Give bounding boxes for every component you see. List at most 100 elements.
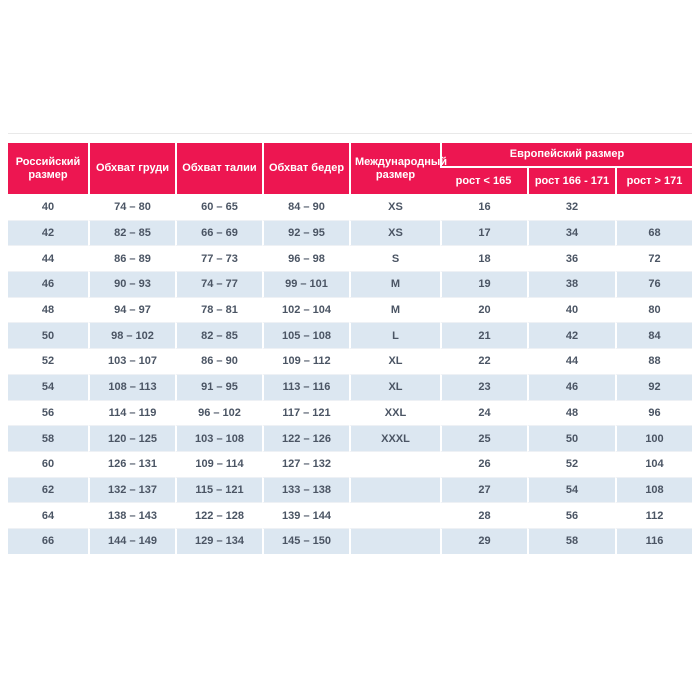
cell-chest: 108 – 113 <box>88 373 175 400</box>
cell-russian-size: 58 <box>8 425 88 451</box>
header-hips: Обхват бедер <box>262 143 349 194</box>
cell-russian-size: 54 <box>8 373 88 400</box>
size-table: Российский размер Обхват груди Обхват та… <box>8 143 692 554</box>
cell-height-gt-171: 100 <box>615 425 692 451</box>
cell-international-size: XXL <box>349 399 440 426</box>
cell-chest: 138 – 143 <box>88 502 175 528</box>
cell-height-166-171: 40 <box>527 296 615 323</box>
header-european-size: Европейский размер <box>440 143 692 168</box>
table-row: 62 132 – 137 115 – 121 133 – 138 27 54 1… <box>8 476 692 503</box>
cell-height-166-171: 56 <box>527 502 615 528</box>
table-row: 42 82 – 85 66 – 69 92 – 95 XS 17 34 68 <box>8 219 692 246</box>
cell-hips: 139 – 144 <box>262 502 349 528</box>
cell-waist: 91 – 95 <box>175 373 262 400</box>
table-row: 64 138 – 143 122 – 128 139 – 144 28 56 1… <box>8 502 692 528</box>
cell-height-gt-171: 68 <box>615 219 692 246</box>
cell-waist: 115 – 121 <box>175 476 262 503</box>
cell-height-gt-171 <box>615 194 692 220</box>
cell-waist: 103 – 108 <box>175 425 262 451</box>
cell-height-166-171: 38 <box>527 271 615 297</box>
table-row: 54 108 – 113 91 – 95 113 – 116 XL 23 46 … <box>8 373 692 400</box>
cell-waist: 96 – 102 <box>175 399 262 426</box>
cell-russian-size: 66 <box>8 527 88 554</box>
cell-international-size: XXXL <box>349 425 440 451</box>
cell-international-size <box>349 476 440 503</box>
cell-height-gt-171: 80 <box>615 296 692 323</box>
cell-height-lt-165: 27 <box>440 476 527 503</box>
cell-chest: 132 – 137 <box>88 476 175 503</box>
size-table-body: 40 74 – 80 60 – 65 84 – 90 XS 16 32 42 8… <box>8 194 692 554</box>
header-height-gt-171: рост > 171 <box>615 168 692 194</box>
cell-hips: 99 – 101 <box>262 271 349 297</box>
cell-chest: 103 – 107 <box>88 348 175 374</box>
cell-height-166-171: 44 <box>527 348 615 374</box>
cell-height-lt-165: 21 <box>440 322 527 349</box>
cell-height-166-171: 42 <box>527 322 615 349</box>
cell-height-lt-165: 28 <box>440 502 527 528</box>
cell-height-166-171: 36 <box>527 245 615 272</box>
cell-international-size <box>349 527 440 554</box>
table-row: 44 86 – 89 77 – 73 96 – 98 S 18 36 72 <box>8 245 692 272</box>
cell-hips: 113 – 116 <box>262 373 349 400</box>
cell-hips: 109 – 112 <box>262 348 349 374</box>
cell-hips: 84 – 90 <box>262 194 349 220</box>
cell-waist: 77 – 73 <box>175 245 262 272</box>
cell-russian-size: 56 <box>8 399 88 426</box>
cell-height-166-171: 54 <box>527 476 615 503</box>
cell-height-gt-171: 76 <box>615 271 692 297</box>
cell-height-166-171: 48 <box>527 399 615 426</box>
cell-height-lt-165: 23 <box>440 373 527 400</box>
cell-height-lt-165: 20 <box>440 296 527 323</box>
cell-height-166-171: 46 <box>527 373 615 400</box>
cell-international-size <box>349 502 440 528</box>
cell-chest: 126 – 131 <box>88 450 175 477</box>
header-russian-size: Российский размер <box>8 143 88 194</box>
top-divider <box>8 133 692 134</box>
table-row: 40 74 – 80 60 – 65 84 – 90 XS 16 32 <box>8 194 692 220</box>
cell-international-size: S <box>349 245 440 272</box>
size-table-header: Российский размер Обхват груди Обхват та… <box>8 143 692 194</box>
cell-international-size: L <box>349 322 440 349</box>
cell-chest: 90 – 93 <box>88 271 175 297</box>
cell-waist: 129 – 134 <box>175 527 262 554</box>
cell-waist: 66 – 69 <box>175 219 262 246</box>
cell-hips: 133 – 138 <box>262 476 349 503</box>
cell-russian-size: 62 <box>8 476 88 503</box>
cell-hips: 117 – 121 <box>262 399 349 426</box>
cell-russian-size: 52 <box>8 348 88 374</box>
cell-russian-size: 44 <box>8 245 88 272</box>
cell-chest: 114 – 119 <box>88 399 175 426</box>
cell-height-gt-171: 104 <box>615 450 692 477</box>
table-row: 46 90 – 93 74 – 77 99 – 101 M 19 38 76 <box>8 271 692 297</box>
cell-russian-size: 64 <box>8 502 88 528</box>
cell-height-lt-165: 24 <box>440 399 527 426</box>
cell-chest: 94 – 97 <box>88 296 175 323</box>
cell-hips: 102 – 104 <box>262 296 349 323</box>
table-row: 50 98 – 102 82 – 85 105 – 108 L 21 42 84 <box>8 322 692 349</box>
cell-russian-size: 50 <box>8 322 88 349</box>
cell-chest: 74 – 80 <box>88 194 175 220</box>
cell-waist: 74 – 77 <box>175 271 262 297</box>
cell-height-166-171: 58 <box>527 527 615 554</box>
cell-russian-size: 60 <box>8 450 88 477</box>
table-row: 66 144 – 149 129 – 134 145 – 150 29 58 1… <box>8 527 692 554</box>
cell-chest: 144 – 149 <box>88 527 175 554</box>
cell-height-lt-165: 19 <box>440 271 527 297</box>
cell-russian-size: 46 <box>8 271 88 297</box>
cell-height-lt-165: 18 <box>440 245 527 272</box>
cell-height-gt-171: 92 <box>615 373 692 400</box>
cell-height-gt-171: 84 <box>615 322 692 349</box>
header-height-lt-165: рост < 165 <box>440 168 527 194</box>
cell-russian-size: 40 <box>8 194 88 220</box>
cell-waist: 86 – 90 <box>175 348 262 374</box>
cell-height-166-171: 32 <box>527 194 615 220</box>
cell-chest: 86 – 89 <box>88 245 175 272</box>
cell-height-lt-165: 22 <box>440 348 527 374</box>
cell-height-gt-171: 88 <box>615 348 692 374</box>
cell-chest: 98 – 102 <box>88 322 175 349</box>
cell-hips: 122 – 126 <box>262 425 349 451</box>
cell-height-lt-165: 25 <box>440 425 527 451</box>
cell-height-lt-165: 16 <box>440 194 527 220</box>
cell-waist: 109 – 114 <box>175 450 262 477</box>
cell-hips: 92 – 95 <box>262 219 349 246</box>
